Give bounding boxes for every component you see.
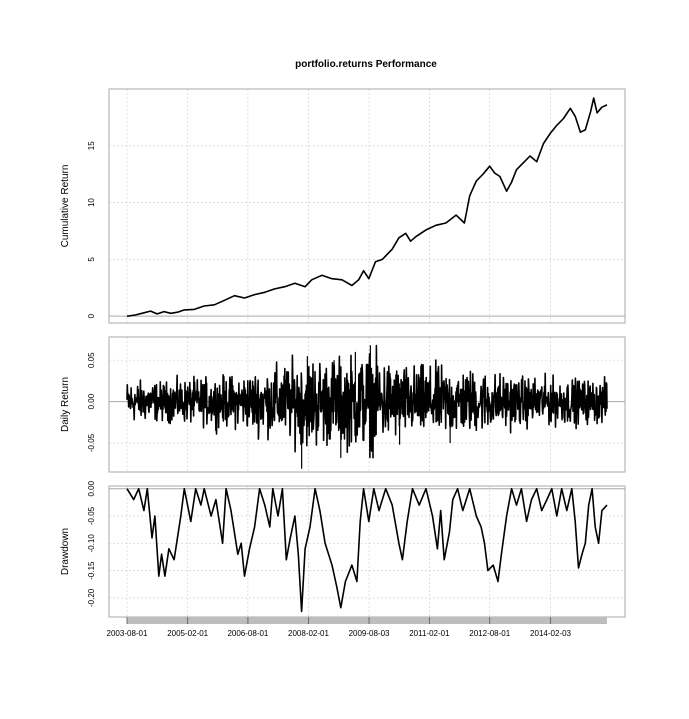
x-tick-label: 2011-02-01	[409, 629, 450, 638]
panel-frame	[108, 336, 626, 473]
y-tick-label: 0.00	[87, 393, 96, 409]
y-axis-label: Cumulative Return	[60, 165, 71, 248]
x-tick-label: 2006-08-01	[227, 629, 268, 638]
cumulative-return-panel: 0 5 10 15 Cumulative Return	[60, 88, 626, 324]
y-tick-label: 0.00	[87, 480, 96, 496]
date-axis: 2003-08-01 2005-02-01 2006-08-01 2008-02-01…	[107, 617, 607, 638]
y-tick-label: -0.05	[87, 433, 96, 452]
x-tick-label: 2008-02-01	[288, 629, 329, 638]
daily-return-line	[126, 344, 608, 459]
y-tick-label: -0.15	[87, 561, 96, 580]
y-tick-label: 15	[87, 141, 96, 150]
cumulative-line	[126, 97, 608, 317]
drawdown-line	[126, 487, 608, 613]
x-tick-label: 2012-08-01	[469, 629, 510, 638]
y-axis-label: Daily Return	[60, 377, 71, 432]
x-tick-label: 2003-08-01	[107, 629, 148, 638]
y-tick-label: 5	[87, 257, 96, 262]
y-tick-label: -0.10	[87, 534, 96, 553]
panel-frame	[108, 88, 626, 324]
chart-title: portfolio.returns Performance	[295, 59, 437, 70]
y-tick-label: 0	[87, 313, 96, 318]
daily-return-panel: -0.05 0.00 0.05 Daily Return	[60, 336, 626, 473]
drawdown-panel: 0.00 -0.05 -0.10 -0.15 -0.20 Drawdown	[60, 480, 626, 618]
x-tick-label: 2014-02-03	[530, 629, 571, 638]
x-tick-label: 2005-02-01	[167, 629, 208, 638]
y-axis-label: Drawdown	[60, 528, 71, 575]
y-tick-label: 10	[87, 198, 96, 207]
date-axis-bar	[127, 617, 607, 624]
x-tick-label: 2009-08-03	[349, 629, 390, 638]
y-tick-label: 0.05	[87, 352, 96, 368]
y-tick-label: -0.20	[87, 588, 96, 607]
y-tick-label: -0.05	[87, 506, 96, 525]
